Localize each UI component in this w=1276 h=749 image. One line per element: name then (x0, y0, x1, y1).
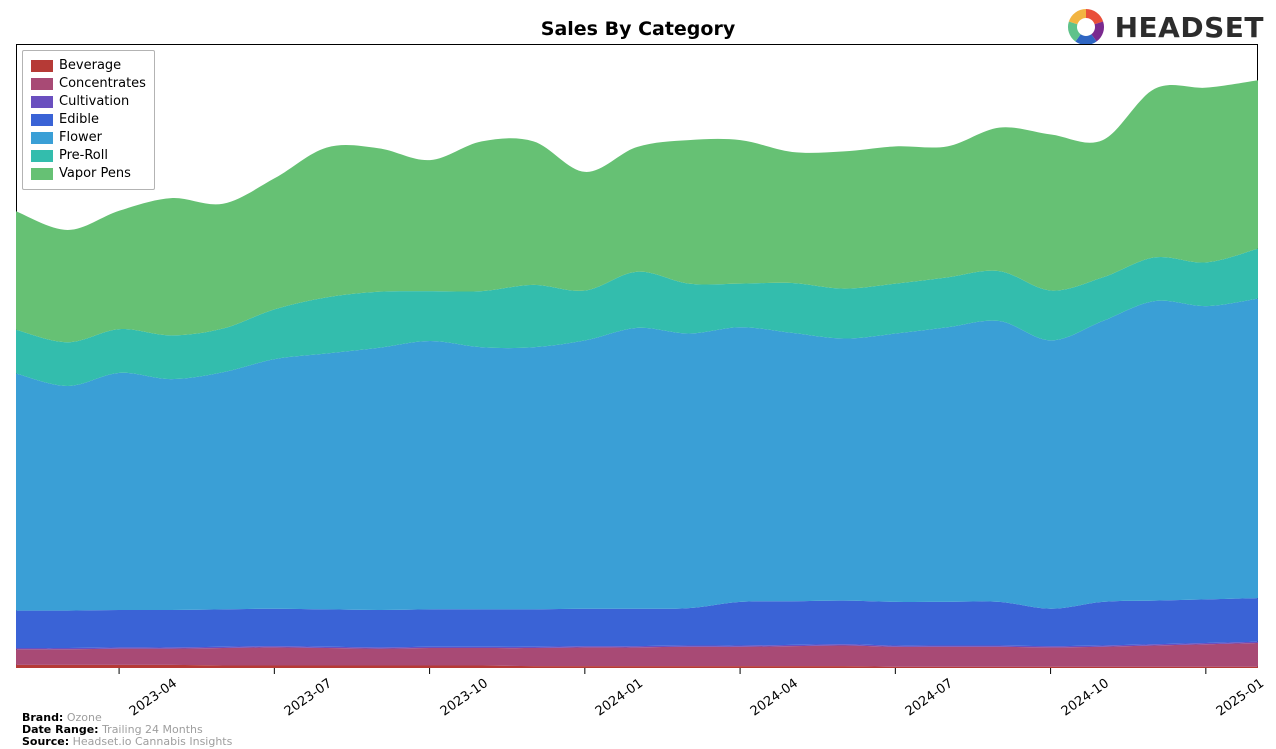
legend-swatch (31, 96, 53, 108)
stacked-area-chart (0, 0, 1276, 749)
legend-swatch (31, 78, 53, 90)
legend-swatch (31, 60, 53, 72)
chart-metadata: Brand: OzoneDate Range: Trailing 24 Mont… (22, 712, 232, 748)
legend-label: Vapor Pens (59, 165, 131, 183)
legend: BeverageConcentratesCultivationEdibleFlo… (22, 50, 155, 190)
legend-swatch (31, 168, 53, 180)
legend-label: Pre-Roll (59, 147, 108, 165)
meta-label: Source: (22, 735, 69, 748)
legend-label: Cultivation (59, 93, 129, 111)
legend-item: Vapor Pens (31, 165, 146, 183)
x-axis-ticks (119, 668, 1206, 674)
legend-item: Concentrates (31, 75, 146, 93)
legend-label: Edible (59, 111, 99, 129)
legend-label: Flower (59, 129, 102, 147)
legend-label: Concentrates (59, 75, 146, 93)
legend-item: Beverage (31, 57, 146, 75)
meta-row: Source: Headset.io Cannabis Insights (22, 736, 232, 748)
legend-item: Edible (31, 111, 146, 129)
legend-item: Pre-Roll (31, 147, 146, 165)
legend-swatch (31, 114, 53, 126)
legend-swatch (31, 150, 53, 162)
legend-swatch (31, 132, 53, 144)
legend-item: Flower (31, 129, 146, 147)
legend-label: Beverage (59, 57, 121, 75)
meta-value: Headset.io Cannabis Insights (73, 735, 233, 748)
legend-item: Cultivation (31, 93, 146, 111)
